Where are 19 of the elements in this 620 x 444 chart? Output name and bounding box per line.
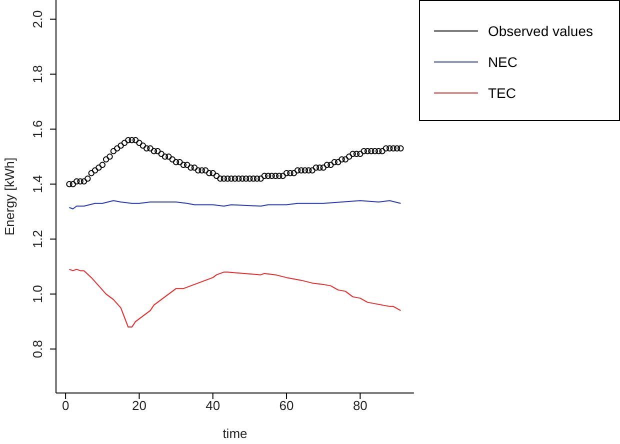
x-tick-label: 60 bbox=[279, 398, 294, 414]
y-tick-label: 1.6 bbox=[30, 120, 45, 138]
y-tick-label: 1.2 bbox=[30, 230, 45, 248]
line-series bbox=[68, 268, 402, 328]
y-axis-title: Energy [kWh] bbox=[2, 157, 17, 236]
y-tick-label: 0.8 bbox=[30, 340, 45, 358]
line-series bbox=[68, 200, 402, 210]
x-tick-label: 40 bbox=[206, 398, 220, 414]
y-tick-label: 2.0 bbox=[30, 10, 45, 28]
x-tick-label: 80 bbox=[352, 398, 368, 414]
legend-label: TEC bbox=[488, 84, 516, 100]
y-tick-label: 1.8 bbox=[30, 65, 45, 84]
legend-label: Observed values bbox=[488, 22, 593, 38]
y-tick-label: 1.4 bbox=[30, 175, 45, 194]
x-tick-label: 0 bbox=[62, 398, 70, 414]
x-tick-label: 20 bbox=[132, 398, 146, 414]
x-axis-title: time bbox=[222, 426, 248, 441]
y-tick-label: 1.0 bbox=[30, 285, 45, 304]
legend-label: NEC bbox=[488, 54, 518, 70]
